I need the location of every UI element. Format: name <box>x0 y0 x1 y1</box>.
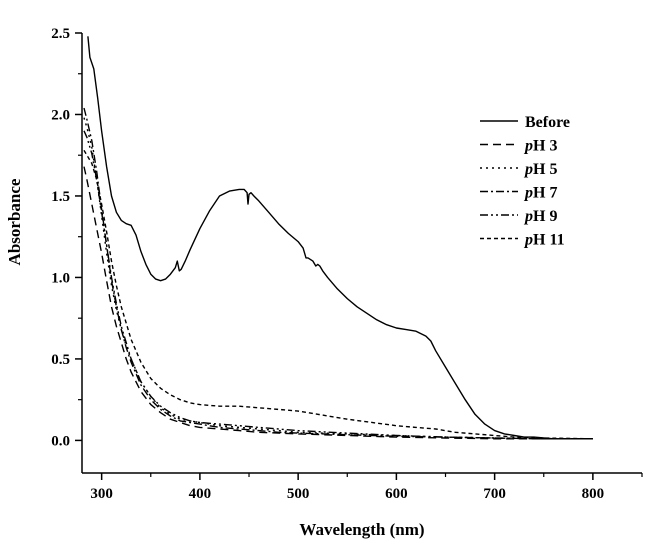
legend-label-0: Before <box>525 114 570 131</box>
y-tick-label: 0.0 <box>51 433 70 449</box>
x-tick-label: 600 <box>385 486 408 502</box>
legend-label-5: pH 11 <box>523 232 565 249</box>
x-tick-label: 300 <box>90 486 113 502</box>
y-tick-label: 2.0 <box>51 107 70 123</box>
x-tick-label: 500 <box>287 486 310 502</box>
legend-label-4: pH 9 <box>523 208 557 225</box>
y-tick-label: 0.5 <box>51 352 70 368</box>
series-line-1 <box>83 166 593 440</box>
x-ticks: 300 400 500 600 700 800 <box>90 473 643 502</box>
y-ticks: 0.0 0.5 1.0 1.5 2.0 2.5 <box>51 26 82 449</box>
y-tick-label: 2.5 <box>51 26 70 42</box>
series-line-4 <box>83 130 593 440</box>
x-tick-label: 700 <box>483 486 506 502</box>
y-tick-label: 1.5 <box>51 189 70 205</box>
series-line-2 <box>83 117 593 440</box>
series-line-0 <box>87 36 593 440</box>
series-line-3 <box>83 107 593 440</box>
legend: Before pH 3 pH 5 pH 7 pH 9 pH 11 <box>480 114 570 249</box>
legend-label-1: pH 3 <box>523 138 557 155</box>
series-lines <box>83 36 593 440</box>
x-tick-label: 800 <box>582 486 605 502</box>
x-tick-label: 400 <box>189 486 212 502</box>
legend-label-3: pH 7 <box>523 185 557 202</box>
x-axis-title: Wavelength (nm) <box>299 520 424 539</box>
y-tick-label: 1.0 <box>51 270 70 286</box>
legend-label-2: pH 5 <box>523 161 557 178</box>
series-line-5 <box>83 149 593 440</box>
axes <box>81 33 642 474</box>
y-axis-title: Absorbance <box>5 178 24 265</box>
